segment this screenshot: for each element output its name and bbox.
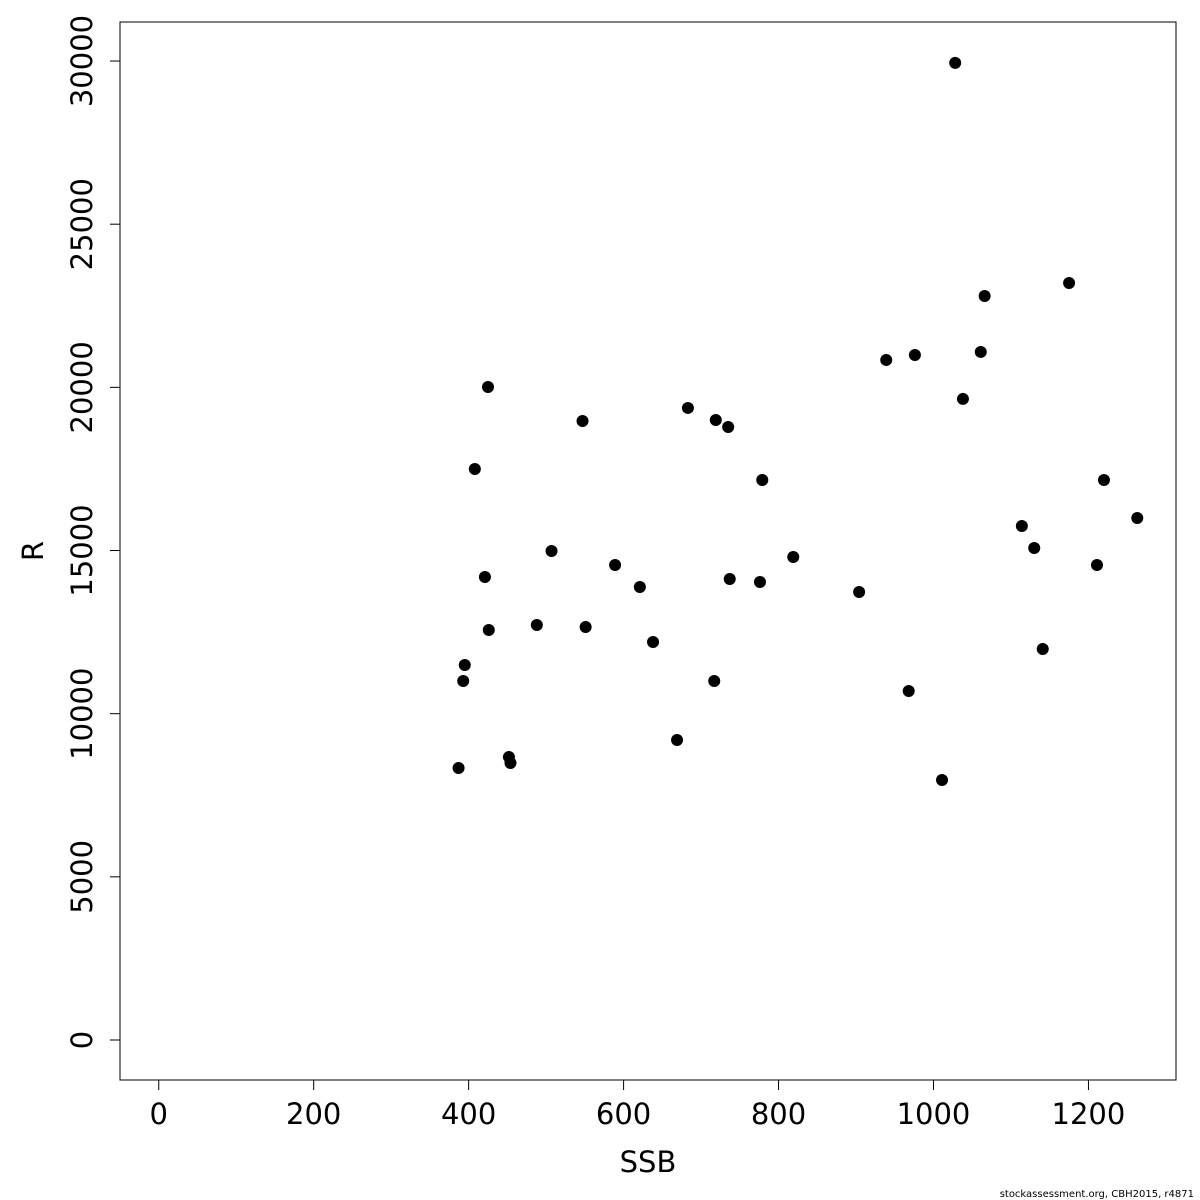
point [709, 413, 722, 426]
x-tick-label: 400 [441, 1097, 496, 1131]
point [956, 392, 969, 405]
y-axis-label: R [16, 541, 50, 561]
point [908, 348, 921, 361]
point [974, 345, 987, 358]
point [576, 414, 589, 427]
point [949, 56, 962, 69]
point [478, 570, 491, 583]
y-tick-label: 20000 [65, 341, 99, 433]
point [1036, 642, 1049, 655]
point [880, 353, 893, 366]
point [1131, 511, 1144, 524]
x-tick-label: 1000 [897, 1097, 971, 1131]
point [708, 674, 721, 687]
point [609, 558, 622, 571]
footer: stockassessment.org, CBH2015, r4871 [1000, 1189, 1194, 1200]
y-tick-label: 10000 [65, 668, 99, 760]
x-axis-label: SSB [620, 1145, 677, 1179]
y-tick-label: 5000 [65, 840, 99, 914]
point [756, 473, 769, 486]
x-tick-label: 1200 [1052, 1097, 1126, 1131]
point [722, 420, 735, 433]
point [458, 658, 471, 671]
point [647, 635, 660, 648]
point [633, 580, 646, 593]
y-tick-label: 0 [65, 1031, 99, 1049]
point [452, 761, 465, 774]
x-tick-label: 200 [286, 1097, 341, 1131]
point [978, 289, 991, 302]
point [457, 674, 470, 687]
point [482, 380, 495, 393]
point [671, 733, 684, 746]
y-tick-label: 25000 [65, 178, 99, 270]
point [530, 618, 543, 631]
point [1090, 558, 1103, 571]
point [723, 572, 736, 585]
point [468, 462, 481, 475]
point [936, 773, 949, 786]
y-tick-label: 15000 [65, 504, 99, 596]
point [579, 620, 592, 633]
point [545, 544, 558, 557]
point [753, 575, 766, 588]
point [1028, 541, 1041, 554]
point [681, 401, 694, 414]
plot-box [119, 21, 1177, 1081]
point [853, 585, 866, 598]
x-tick-label: 0 [150, 1097, 168, 1131]
x-tick-label: 600 [596, 1097, 651, 1131]
point [902, 684, 915, 697]
point [1097, 473, 1110, 486]
point [482, 623, 495, 636]
point [1063, 276, 1076, 289]
x-tick-label: 800 [751, 1097, 806, 1131]
point [787, 550, 800, 563]
point [1015, 519, 1028, 532]
point [504, 756, 517, 769]
y-tick-label: 30000 [65, 15, 99, 107]
